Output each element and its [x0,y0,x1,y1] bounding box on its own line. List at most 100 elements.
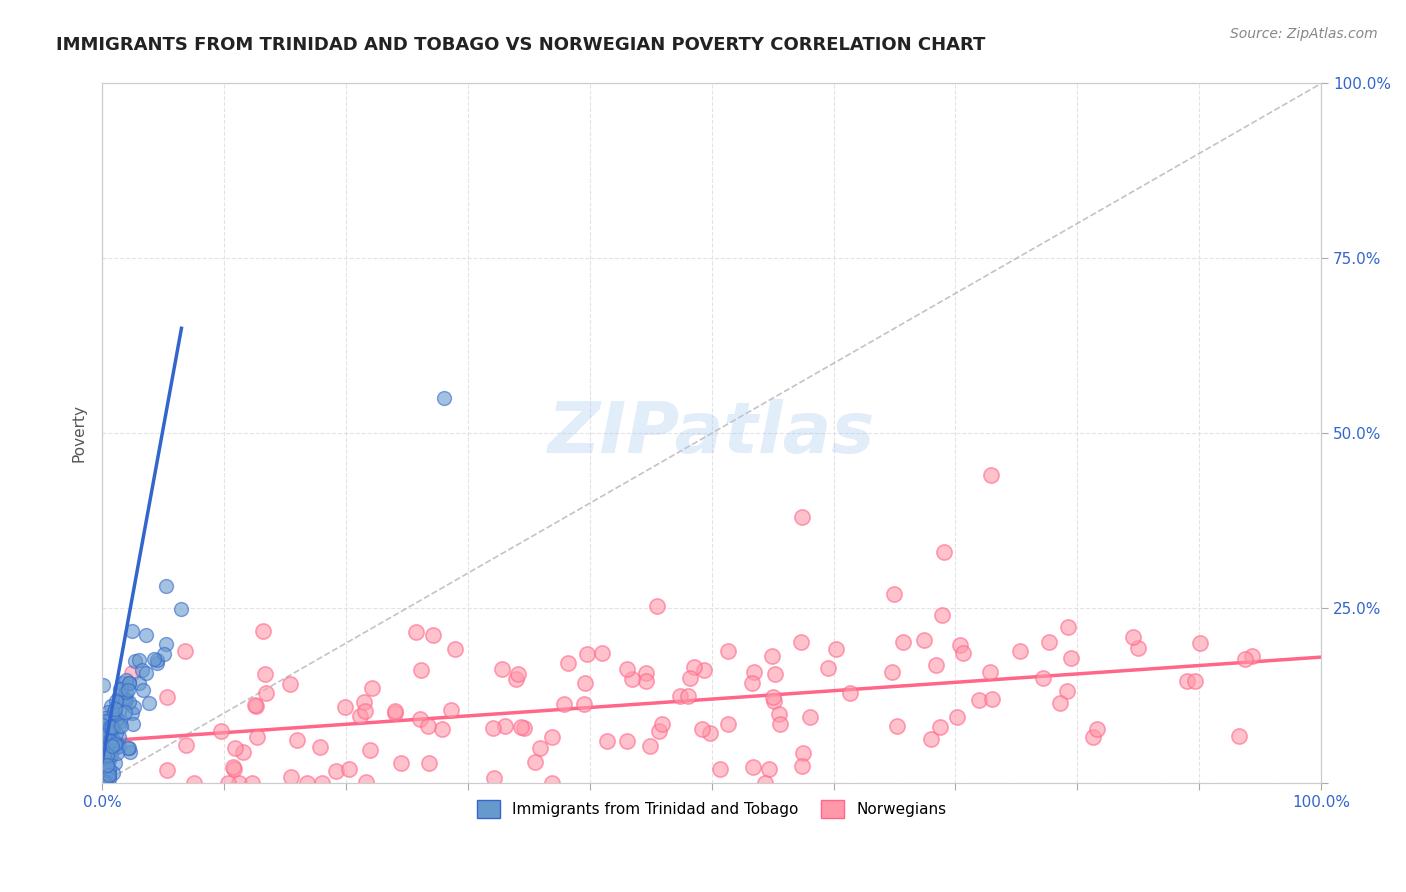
Point [104,701,127,715]
Point [676,690,699,704]
Point [96,772,118,787]
Point [482,721,505,735]
Point [253,666,276,681]
Point [98,772,121,787]
Point [278,677,301,691]
Point [115,673,138,687]
Point [541,731,564,745]
Point [93,751,115,765]
Point [1189,636,1212,650]
Point [156,690,179,705]
Point [145,653,167,667]
Point [93,739,115,754]
Point [1038,634,1060,648]
Point [96,748,118,763]
Text: ZIPatlas: ZIPatlas [548,399,876,467]
Point [114,691,136,706]
Point [108,682,131,697]
Point [1241,649,1264,664]
Point [155,637,177,651]
Point [105,712,128,726]
Point [1227,729,1250,743]
Point [384,704,406,718]
Point [430,722,453,736]
Point [1122,630,1144,644]
Point [98,763,121,777]
Point [118,694,141,708]
Point [891,635,914,649]
Point [512,721,534,735]
Point [170,601,193,615]
Point [108,703,131,717]
Point [101,709,124,723]
Point [94,776,117,790]
Point [980,468,1002,483]
Point [979,665,1001,680]
Point [505,672,527,686]
Point [103,733,125,747]
Point [925,657,948,672]
Point [572,697,595,711]
Point [100,747,122,762]
Point [103,705,125,719]
Point [285,733,308,747]
Point [94,738,117,752]
Point [634,674,657,689]
Point [91,714,114,729]
Point [716,643,738,657]
Point [104,737,127,751]
Point [240,776,263,790]
Point [100,698,122,713]
Point [636,666,658,681]
Point [949,638,972,652]
Point [769,717,792,731]
Point [97,732,120,747]
Point [679,671,702,685]
Point [699,725,721,739]
Point [882,665,904,680]
Point [758,762,780,776]
Point [108,730,131,744]
Point [616,733,638,747]
Point [576,647,599,661]
Point [709,763,731,777]
Point [96,742,118,756]
Point [491,662,513,676]
Point [91,765,114,780]
Point [506,666,529,681]
Point [91,776,114,790]
Point [669,690,692,704]
Point [97,769,120,783]
Point [93,737,115,751]
Point [104,708,127,723]
Point [118,741,141,756]
Point [311,776,333,790]
Point [94,741,117,756]
Point [648,724,671,739]
Point [104,756,127,771]
Point [91,736,114,750]
Point [100,744,122,758]
Point [432,391,454,405]
Point [93,729,115,743]
Point [1057,619,1080,633]
Point [96,758,118,772]
Point [886,719,908,733]
Point [93,761,115,775]
Point [228,776,250,790]
Point [1233,652,1256,666]
Point [104,736,127,750]
Point [97,714,120,728]
Point [211,723,233,738]
Point [135,628,157,642]
Point [920,732,942,747]
Point [768,706,790,721]
Point [946,710,969,724]
Point [97,705,120,719]
Point [121,624,143,639]
Point [1032,671,1054,685]
Text: Source: ZipAtlas.com: Source: ZipAtlas.com [1230,27,1378,41]
Point [146,657,169,671]
Point [444,641,467,656]
Point [138,696,160,710]
